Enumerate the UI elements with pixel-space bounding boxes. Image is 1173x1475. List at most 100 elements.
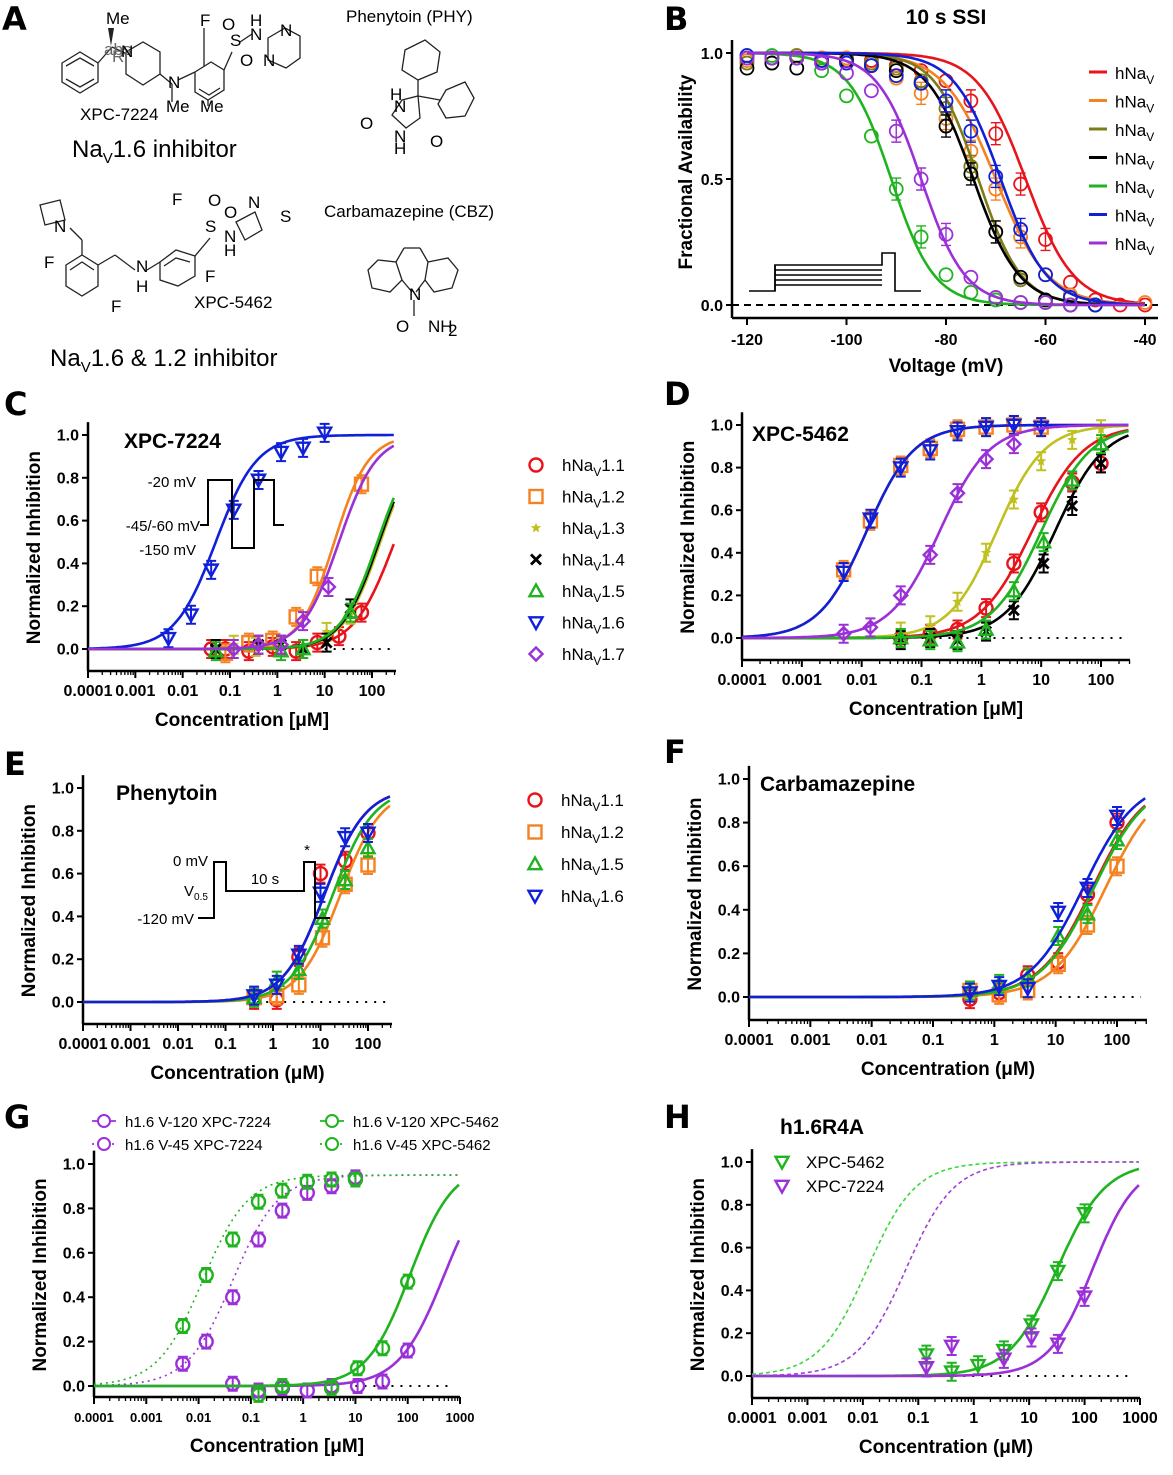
panel-label-e: E [4,745,26,783]
panel-label-d: D [664,375,691,413]
svg-text:Me: Me [166,97,190,116]
data-point [309,568,326,584]
data-point [1035,455,1047,466]
data-point [1095,457,1107,470]
legend-label-main: hNa [1115,178,1147,197]
protocol-label: * [304,842,310,859]
data-point [347,1171,364,1188]
data-point [963,166,979,182]
data-point [835,625,852,642]
error-bar [1040,227,1051,252]
data-point [1008,494,1020,504]
legend-text: hNa [562,519,594,538]
x-tick-label: 10 [1047,1032,1065,1049]
legend-label-main: hNa [1115,64,1147,83]
data-point [995,1352,1013,1368]
svg-text:N: N [121,42,133,61]
y-tick-label: 0.6 [718,859,740,876]
y-tick-label: 0.8 [711,460,733,477]
legend-label-sub: V [1146,216,1154,230]
data-point [268,978,286,994]
data-point [892,629,910,645]
y-axis-label: Fractional Availability [676,74,697,269]
y-tick-label: 0.8 [63,1201,85,1218]
y-axis-label: Normalized Inhibition [688,1178,709,1371]
protocol-label: 10 s [251,871,279,888]
legend-marker [526,889,544,905]
series-xpc-5462 [752,1167,1140,1382]
data-point [862,619,879,636]
x-tick-label: 1 [273,683,282,700]
data-point [839,88,854,104]
data-point [913,75,929,91]
x-tick-label: 0.0001 [74,1410,114,1425]
y-tick-label: 0.0 [711,631,733,648]
y-tick-label: 0.6 [57,513,79,530]
data-point [336,871,354,887]
legend-sub: V [593,465,601,479]
y-tick-label: 0.6 [721,1240,743,1257]
x-axis-label: Concentration (μM) [861,1059,1035,1080]
svg-text:N: N [136,257,148,276]
svg-text:O: O [240,51,253,70]
data-point [888,123,904,139]
legend-marker [527,824,543,840]
x-tick-label: 0.01 [847,1410,878,1427]
legend-text: 1.1 [600,791,624,810]
data-point [764,50,780,66]
data-point [1108,831,1126,847]
x-tick-label: 1000 [446,1410,475,1425]
panel-label-b: B [664,0,688,38]
legend-sub: V [593,623,601,637]
data-point [207,642,225,658]
data-point [175,1318,191,1334]
legend-text: 1.2 [600,823,624,842]
y-axis-label: Normalized Inhibition [30,1178,51,1371]
fit-curve [749,818,1147,999]
series-hnav-purple-6: hNaV [739,50,1154,313]
x-tick-label: 100 [397,1410,419,1425]
legend-label-sub: V [1146,130,1154,144]
x-tick-label: 0.1 [907,1410,929,1427]
data-point [888,68,904,84]
x-tick-label: 10 [1020,1410,1038,1427]
legend-marker [530,553,542,566]
chart-title: Phenytoin [116,782,218,805]
x-tick-label: 0.1 [242,1410,260,1425]
y-tick-label: 0.6 [63,1245,85,1262]
data-point [1033,504,1049,521]
chart-title: XPC-7224 [124,430,221,453]
data-point [1005,418,1023,434]
legend-marker [528,488,544,505]
data-point [274,1182,291,1199]
series-h1-6-v-45-xpc-5462 [93,1171,459,1386]
legend-marker [773,1179,791,1195]
x-tick-label: 100 [355,1036,382,1053]
legend-label-main: hNa [1115,93,1147,112]
legend-label-sub: V [1146,73,1154,87]
legend-label: hNaV [1115,93,1154,116]
x-tick-label: 0.001 [790,1032,830,1049]
error-bar [990,220,1001,244]
x-tick-label: -40 [1133,332,1156,349]
x-tick-label: 0.01 [856,1032,887,1049]
y-axis-label: Normalized Inhibition [678,441,699,634]
svg-text:H: H [394,139,406,158]
data-point [1013,295,1029,310]
chart-title: 10 s SSI [906,6,987,29]
legend-label: hNaV1.6 [561,887,624,910]
compound-name-carbamazepine: Carbamazepine (CBZ) [324,202,494,221]
y-tick-label: 0.0 [57,642,79,659]
x-tick-label: 100 [1088,672,1115,689]
protocol-trace [200,479,284,549]
data-point [400,1342,416,1359]
y-tick-label: 0.0 [63,1379,85,1396]
data-point [202,563,220,579]
data-point [1066,499,1079,512]
x-tick-label: 0.01 [846,672,877,689]
data-point [988,126,1004,142]
protocol-label: -120 mV [137,911,194,928]
svg-text:H: H [224,241,236,260]
fit-curve [83,799,391,1004]
